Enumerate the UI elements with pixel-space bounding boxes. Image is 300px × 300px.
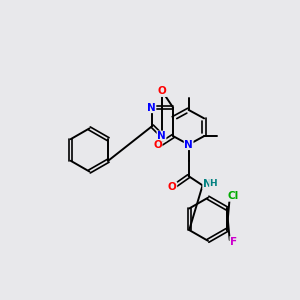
Text: N: N [157, 131, 166, 141]
Text: O: O [153, 140, 162, 150]
Text: N: N [184, 140, 193, 150]
Text: O: O [158, 86, 167, 96]
Text: N: N [203, 179, 212, 189]
Text: O: O [168, 182, 177, 192]
Text: F: F [230, 237, 237, 247]
Text: Cl: Cl [228, 191, 239, 201]
Text: H: H [210, 179, 217, 188]
Text: N: N [147, 103, 156, 112]
